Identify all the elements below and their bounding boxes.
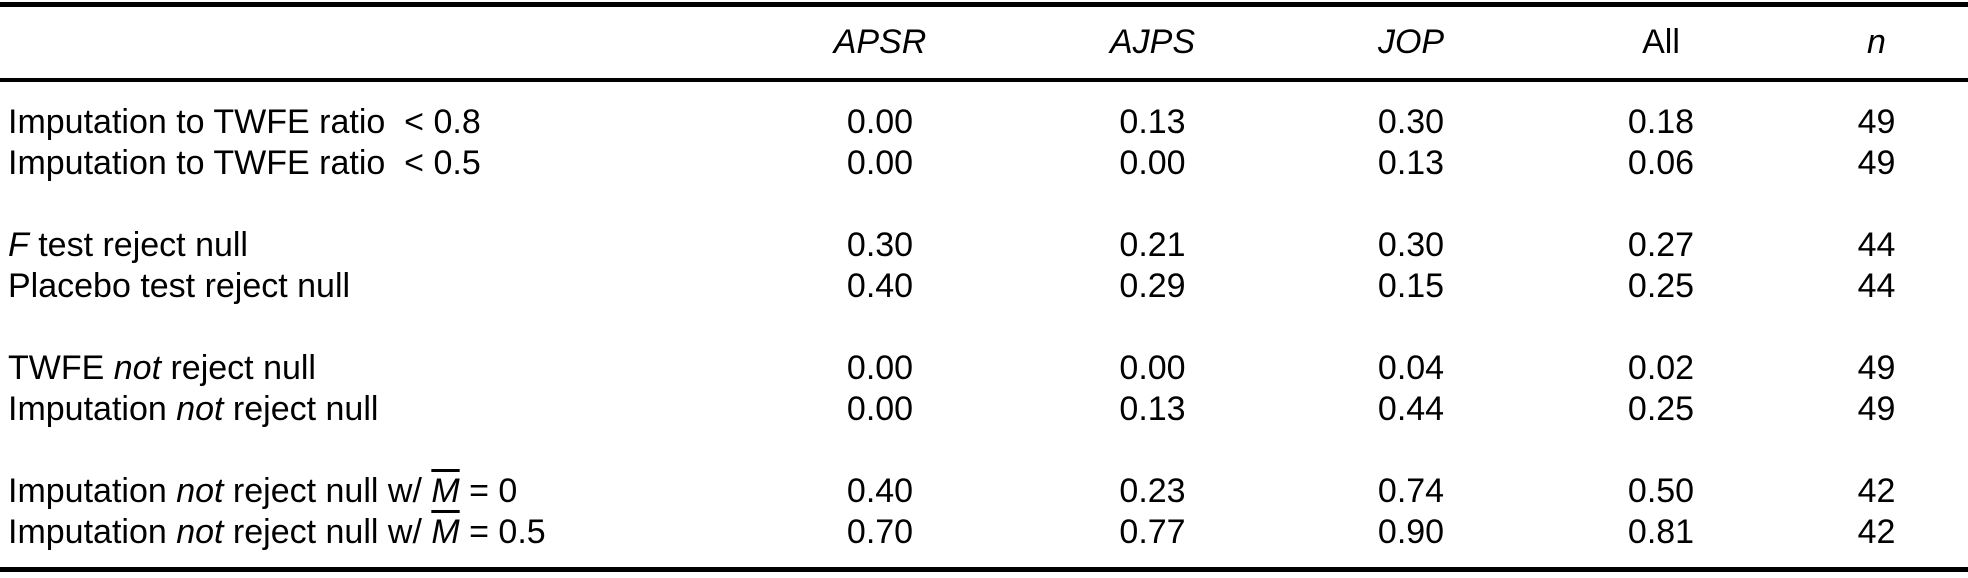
row-label: Imputation not reject null w/ M = 0 xyxy=(0,471,740,512)
row-label: Imputation not reject null w/ M = 0.5 xyxy=(0,512,740,553)
cell-value: 0.13 xyxy=(1119,103,1186,141)
cell-value: 0.18 xyxy=(1627,103,1695,141)
cell-value: 0.15 xyxy=(1377,267,1445,305)
label-segment: Imputation to TWFE ratio < 0.8 xyxy=(8,103,481,141)
label-segment: = 0.5 xyxy=(459,513,546,551)
cell-value: 0.30 xyxy=(1377,103,1445,141)
cell-value: 0.40 xyxy=(846,267,914,305)
row-label: TWFE not reject null xyxy=(0,348,740,389)
label-segment: not xyxy=(176,390,224,428)
cell-value: 0.70 xyxy=(846,513,914,551)
spacer-row xyxy=(0,430,1968,471)
cell-value: 0.04 xyxy=(1377,349,1445,387)
row-label: Imputation to TWFE ratio < 0.8 xyxy=(0,102,740,143)
cell-value: 44 xyxy=(1857,267,1896,305)
table-row: Imputation not reject null w/ M = 0 0.40… xyxy=(0,471,1968,512)
label-segment: = 0 xyxy=(459,472,518,510)
label-segment: F xyxy=(8,226,29,264)
m-bar-symbol: M xyxy=(431,513,460,551)
label-segment: not xyxy=(113,349,162,387)
cell-value: 0.74 xyxy=(1377,472,1445,510)
cell-value: 44 xyxy=(1857,226,1896,264)
row-label: Imputation not reject null xyxy=(0,389,740,430)
cell-value: 0.27 xyxy=(1627,226,1695,264)
label-segment: not xyxy=(176,472,224,510)
cell-value: 0.25 xyxy=(1627,390,1695,428)
column-header-empty xyxy=(0,4,740,82)
table-row: Imputation not reject null 0.00 0.13 0.4… xyxy=(0,389,1968,430)
label-segment: test reject null xyxy=(28,226,248,264)
cell-value: 49 xyxy=(1857,390,1896,428)
cell-value: 0.50 xyxy=(1627,472,1695,510)
cell-value: 0.06 xyxy=(1627,144,1695,182)
spacer-row xyxy=(0,307,1968,348)
header-row: APSR AJPS JOP All n xyxy=(0,4,1968,82)
cell-value: 49 xyxy=(1857,349,1896,387)
label-segment: Imputation xyxy=(8,390,177,428)
cell-value: 0.30 xyxy=(1377,226,1445,264)
label-segment: reject null w/ xyxy=(223,472,432,510)
label-segment: Imputation xyxy=(8,513,177,551)
table-row: F test reject null 0.30 0.21 0.30 0.27 4… xyxy=(0,225,1968,266)
column-header-apsr: APSR xyxy=(740,4,1020,82)
table-row: Imputation to TWFE ratio < 0.8 0.00 0.13… xyxy=(0,102,1968,143)
column-header-all: All xyxy=(1537,4,1785,82)
label-segment: TWFE xyxy=(8,349,114,387)
cell-value: 42 xyxy=(1857,472,1896,510)
cell-value: 0.00 xyxy=(846,349,914,387)
cell-value: 0.00 xyxy=(1119,349,1186,387)
cell-value: 0.13 xyxy=(1377,144,1445,182)
cell-value: 0.00 xyxy=(846,390,914,428)
table-row: Imputation to TWFE ratio < 0.5 0.00 0.00… xyxy=(0,143,1968,184)
column-header-n: n xyxy=(1785,4,1968,82)
cell-value: 0.30 xyxy=(846,226,914,264)
cell-value: 0.77 xyxy=(1119,513,1186,551)
cell-value: 0.00 xyxy=(846,144,914,182)
cell-value: 0.23 xyxy=(1119,472,1186,510)
cell-value: 42 xyxy=(1857,513,1896,551)
cell-value: 0.81 xyxy=(1627,513,1695,551)
label-segment: Placebo test reject null xyxy=(8,267,351,305)
column-header-jop: JOP xyxy=(1285,4,1537,82)
spacer-row xyxy=(0,553,1968,570)
label-segment: reject null xyxy=(161,349,316,387)
cell-value: 0.25 xyxy=(1627,267,1695,305)
cell-value: 0.02 xyxy=(1627,349,1695,387)
cell-value: 0.44 xyxy=(1377,390,1445,428)
cell-value: 0.13 xyxy=(1119,390,1186,428)
table-row: TWFE not reject null 0.00 0.00 0.04 0.02… xyxy=(0,348,1968,389)
cell-value: 49 xyxy=(1857,144,1896,182)
cell-value: 0.21 xyxy=(1119,226,1186,264)
label-segment: reject null w/ xyxy=(223,513,432,551)
label-segment: Imputation xyxy=(8,472,177,510)
m-bar-symbol: M xyxy=(431,472,460,510)
cell-value: 0.29 xyxy=(1119,267,1186,305)
cell-value: 0.90 xyxy=(1377,513,1445,551)
cell-value: 49 xyxy=(1857,103,1896,141)
cell-value: 0.40 xyxy=(846,472,914,510)
spacer-row xyxy=(0,184,1968,225)
label-segment: reject null xyxy=(223,390,379,428)
spacer-row xyxy=(0,80,1968,102)
label-segment: not xyxy=(176,513,224,551)
column-header-ajps: AJPS xyxy=(1020,4,1285,82)
cell-value: 0.00 xyxy=(846,103,914,141)
table-row: Imputation not reject null w/ M = 0.5 0.… xyxy=(0,512,1968,553)
row-label: F test reject null xyxy=(0,225,740,266)
cell-value: 0.00 xyxy=(1119,144,1186,182)
label-segment: Imputation to TWFE ratio < 0.5 xyxy=(8,144,481,182)
table-row: Placebo test reject null 0.40 0.29 0.15 … xyxy=(0,266,1968,307)
row-label: Placebo test reject null xyxy=(0,266,740,307)
row-label: Imputation to TWFE ratio < 0.5 xyxy=(0,143,740,184)
